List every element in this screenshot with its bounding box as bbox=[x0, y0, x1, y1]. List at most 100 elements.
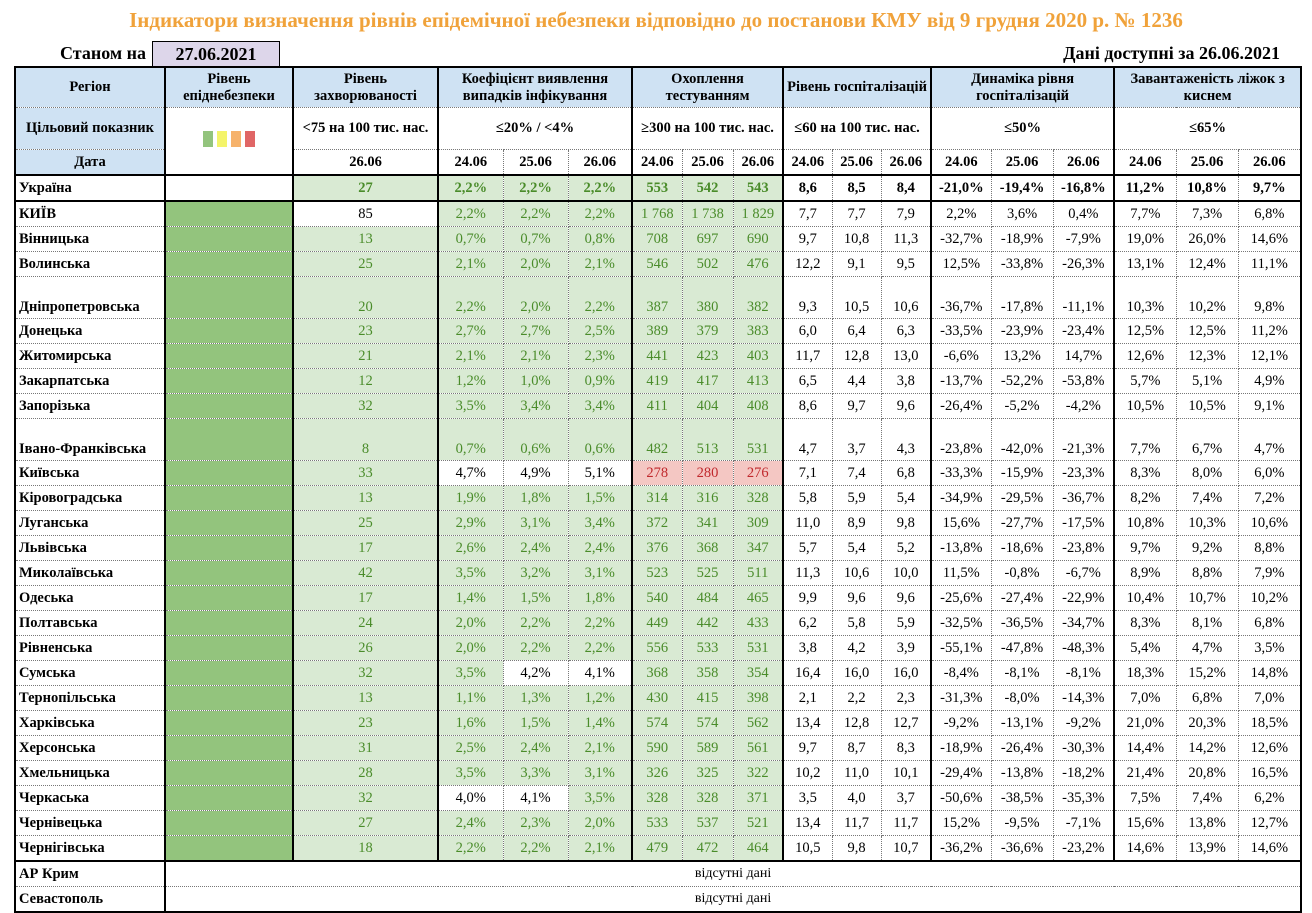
coef-cell: 1,4% bbox=[437, 585, 504, 611]
beds-cell: 11,2% bbox=[1237, 318, 1302, 344]
dynamics-cell: 11,5% bbox=[930, 560, 992, 586]
table-row: Дніпропетровська 20 2,2% 2,0% 2,2% 387 380 382 9… bbox=[14, 276, 1302, 319]
hosp-cell: 3,5 bbox=[782, 785, 833, 811]
dynamics-cell: -23,3% bbox=[1052, 460, 1115, 486]
epidemic-level-cell bbox=[164, 560, 294, 586]
dynamics-cell: -18,9% bbox=[990, 226, 1054, 252]
header-dynamics: Динаміка рівня госпіталізацій bbox=[930, 66, 1115, 108]
dynamics-cell: -21,0% bbox=[930, 174, 992, 202]
dynamics-cell: -23,4% bbox=[1052, 318, 1115, 344]
beds-cell: 3,5% bbox=[1237, 635, 1302, 661]
hosp-cell: 3,8 bbox=[880, 368, 932, 394]
hosp-cell: 10,7 bbox=[880, 835, 932, 862]
epidemic-level-cell bbox=[164, 368, 294, 394]
beds-cell: 12,6% bbox=[1237, 735, 1302, 761]
table-row: Волинська 25 2,1% 2,0% 2,1% 546 502 476 12,2 9,1 9… bbox=[14, 251, 1302, 277]
testing-cell: 511 bbox=[732, 560, 784, 586]
testing-cell: 482 bbox=[631, 418, 683, 461]
coef-cell: 2,2% bbox=[567, 174, 633, 202]
beds-cell: 14,8% bbox=[1237, 660, 1302, 686]
dynamics-cell: -13,8% bbox=[990, 760, 1054, 786]
beds-cell: 4,7% bbox=[1175, 635, 1239, 661]
header-region: Регіон bbox=[14, 66, 166, 108]
coef-cell: 1,1% bbox=[437, 685, 504, 711]
epidemic-level-cell bbox=[164, 735, 294, 761]
beds-cell: 9,7% bbox=[1237, 174, 1302, 202]
incidence-cell: 33 bbox=[292, 460, 439, 486]
as-of-date: 27.06.2021 bbox=[151, 40, 280, 67]
incidence-cell: 27 bbox=[292, 174, 439, 202]
dynamics-cell: -11,1% bbox=[1052, 276, 1115, 319]
hosp-cell: 2,3 bbox=[880, 685, 932, 711]
testing-cell: 325 bbox=[681, 760, 734, 786]
data-available-label: Дані доступні за 26.06.2021 bbox=[1063, 43, 1280, 63]
hosp-cell: 8,6 bbox=[782, 174, 833, 202]
testing-cell: 574 bbox=[681, 710, 734, 736]
coef-cell: 2,2% bbox=[567, 200, 633, 227]
testing-cell: 368 bbox=[681, 535, 734, 561]
table-row: Тернопільська 13 1,1% 1,3% 1,2% 430 415 398 2,1 2… bbox=[14, 685, 1302, 711]
coef-cell: 2,2% bbox=[502, 200, 569, 227]
testing-cell: 404 bbox=[681, 393, 734, 419]
testing-cell: 417 bbox=[681, 368, 734, 394]
hosp-cell: 16,0 bbox=[831, 660, 882, 686]
coef-cell: 2,1% bbox=[502, 343, 569, 369]
dynamics-cell: -36,2% bbox=[930, 835, 992, 862]
testing-cell: 513 bbox=[681, 418, 734, 461]
header-testing: Охоплення тестуванням bbox=[631, 66, 784, 108]
coef-cell: 2,4% bbox=[437, 810, 504, 836]
page-title: Індикатори визначення рівнів епідемічної… bbox=[129, 8, 1183, 32]
coef-cell: 2,9% bbox=[437, 510, 504, 536]
dynamics-cell: -27,4% bbox=[990, 585, 1054, 611]
hosp-cell: 3,9 bbox=[880, 635, 932, 661]
dynamics-cell: -17,8% bbox=[990, 276, 1054, 319]
header-incidence: Рівень захворюваності bbox=[292, 66, 439, 108]
testing-cell: 472 bbox=[681, 835, 734, 862]
coef-cell: 0,7% bbox=[437, 226, 504, 252]
table-row: Івано-Франківська 8 0,7% 0,6% 0,6% 482 513 531 4… bbox=[14, 418, 1302, 461]
dynamics-cell: -26,3% bbox=[1052, 251, 1115, 277]
hosp-cell: 5,8 bbox=[782, 485, 833, 511]
testing-cell: 531 bbox=[732, 418, 784, 461]
missing-data-note: відсутні дані bbox=[163, 886, 1302, 913]
hosp-cell: 6,4 bbox=[831, 318, 882, 344]
coef-cell: 1,6% bbox=[437, 710, 504, 736]
coef-cell: 4,2% bbox=[502, 660, 569, 686]
beds-cell: 6,8% bbox=[1237, 200, 1302, 227]
testing-cell: 411 bbox=[631, 393, 683, 419]
region-name: Волинська bbox=[14, 251, 166, 277]
hosp-cell: 4,4 bbox=[831, 368, 882, 394]
testing-cell: 398 bbox=[732, 685, 784, 711]
incidence-cell: 85 bbox=[292, 200, 439, 227]
table-row: Сумська 32 3,5% 4,2% 4,1% 368 358 354 16,4 16,0 16… bbox=[14, 660, 1302, 686]
beds-cell: 6,7% bbox=[1175, 418, 1239, 461]
incidence-cell: 8 bbox=[292, 418, 439, 461]
testing-cell: 423 bbox=[681, 343, 734, 369]
hosp-cell: 6,2 bbox=[782, 610, 833, 636]
dynamics-cell: -17,5% bbox=[1052, 510, 1115, 536]
incidence-cell: 12 bbox=[292, 368, 439, 394]
testing-cell: 322 bbox=[732, 760, 784, 786]
epidemic-level-cell bbox=[164, 200, 294, 227]
incidence-cell: 13 bbox=[292, 485, 439, 511]
coef-cell: 3,4% bbox=[567, 510, 633, 536]
testing-cell: 372 bbox=[631, 510, 683, 536]
testing-cell: 278 bbox=[631, 460, 683, 486]
target-hosp: ≤60 на 100 тис. нас. bbox=[782, 107, 932, 150]
incidence-cell: 13 bbox=[292, 226, 439, 252]
region-name: Чернівецька bbox=[14, 810, 166, 836]
hosp-cell: 5,8 bbox=[831, 610, 882, 636]
coef-cell: 4,1% bbox=[502, 785, 569, 811]
table-row: Кіровоградська 13 1,9% 1,8% 1,5% 314 316 328 5,8… bbox=[14, 485, 1302, 511]
hosp-cell: 6,8 bbox=[880, 460, 932, 486]
testing-cell: 387 bbox=[631, 276, 683, 319]
testing-cell: 589 bbox=[681, 735, 734, 761]
coef-cell: 0,7% bbox=[502, 226, 569, 252]
testing-cell: 371 bbox=[732, 785, 784, 811]
dynamics-cell: -13,8% bbox=[930, 535, 992, 561]
dynamics-cell: -9,5% bbox=[990, 810, 1054, 836]
region-name: Сумська bbox=[14, 660, 166, 686]
hosp-cell: 8,7 bbox=[831, 735, 882, 761]
date-header-cell: 26.06 bbox=[880, 149, 932, 176]
dynamics-cell: -25,6% bbox=[930, 585, 992, 611]
